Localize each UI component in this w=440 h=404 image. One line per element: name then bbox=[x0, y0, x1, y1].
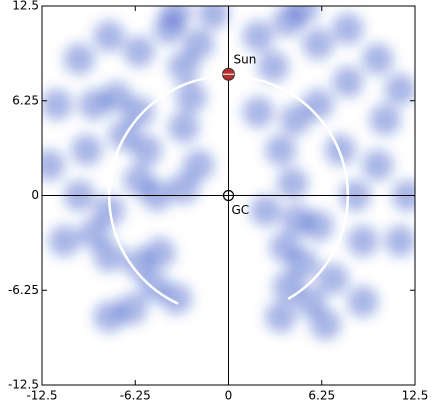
density-blob bbox=[78, 217, 110, 250]
annotation: Sun bbox=[234, 53, 257, 67]
density-blob bbox=[324, 134, 357, 166]
y-tick-label: -12.5 bbox=[8, 378, 39, 392]
density-blob bbox=[242, 20, 275, 52]
density-blob bbox=[123, 164, 155, 197]
density-blob bbox=[130, 134, 163, 166]
density-blob bbox=[302, 88, 334, 121]
x-tick-label: 12.5 bbox=[402, 389, 429, 403]
y-tick-label: -6.25 bbox=[8, 283, 39, 297]
density-blob bbox=[93, 240, 125, 272]
density-blob bbox=[384, 225, 415, 257]
x-tick-label: 0 bbox=[225, 389, 233, 403]
y-tick-label: 6.25 bbox=[12, 93, 39, 107]
density-blob bbox=[332, 13, 364, 45]
density-blob bbox=[175, 81, 207, 113]
density-blob bbox=[257, 50, 289, 83]
density-blob bbox=[287, 248, 319, 280]
density-blob bbox=[287, 6, 319, 25]
density-blob bbox=[168, 50, 200, 83]
density-blob bbox=[182, 149, 215, 181]
density-blob bbox=[302, 28, 334, 60]
x-tick-label: -12.5 bbox=[26, 389, 57, 403]
gc-marker bbox=[222, 189, 235, 202]
annotation: GC bbox=[232, 203, 250, 217]
density-blob bbox=[123, 248, 155, 280]
x-tick-label: -6.25 bbox=[120, 389, 151, 403]
density-blob bbox=[347, 285, 379, 318]
density-blob bbox=[48, 225, 81, 257]
density-blob bbox=[294, 285, 327, 318]
density-blob bbox=[384, 73, 415, 106]
density-blob bbox=[182, 28, 215, 60]
density-blob bbox=[93, 301, 125, 333]
density-blob bbox=[242, 96, 275, 128]
density-blob bbox=[160, 282, 192, 315]
y-tick-label: 12.5 bbox=[12, 0, 39, 13]
density-blob bbox=[279, 104, 312, 136]
density-blob bbox=[168, 111, 200, 143]
density-blob bbox=[369, 104, 401, 136]
density-blob bbox=[160, 6, 192, 30]
y-tick-label: 0 bbox=[31, 188, 39, 202]
density-blob bbox=[309, 308, 342, 341]
density-blob bbox=[302, 210, 334, 242]
density-layer bbox=[42, 6, 415, 341]
density-blob bbox=[71, 134, 103, 166]
density-blob bbox=[197, 6, 230, 30]
density-blob bbox=[265, 134, 297, 166]
density-blob bbox=[362, 149, 394, 181]
density-blob bbox=[42, 88, 73, 121]
density-blob bbox=[42, 149, 66, 181]
density-blob bbox=[168, 172, 200, 204]
density-blob bbox=[123, 96, 155, 128]
density-blob bbox=[250, 194, 282, 227]
density-blob bbox=[93, 20, 125, 52]
density-blob bbox=[332, 66, 364, 98]
density-blob bbox=[265, 301, 297, 333]
density-blob bbox=[347, 225, 379, 257]
density-blob bbox=[123, 35, 155, 68]
density-blob bbox=[78, 88, 110, 121]
density-blob bbox=[362, 43, 394, 75]
density-blob bbox=[276, 167, 309, 200]
x-tick-label: 6.25 bbox=[308, 389, 335, 403]
density-blob bbox=[317, 263, 349, 295]
density-blob bbox=[63, 43, 95, 75]
